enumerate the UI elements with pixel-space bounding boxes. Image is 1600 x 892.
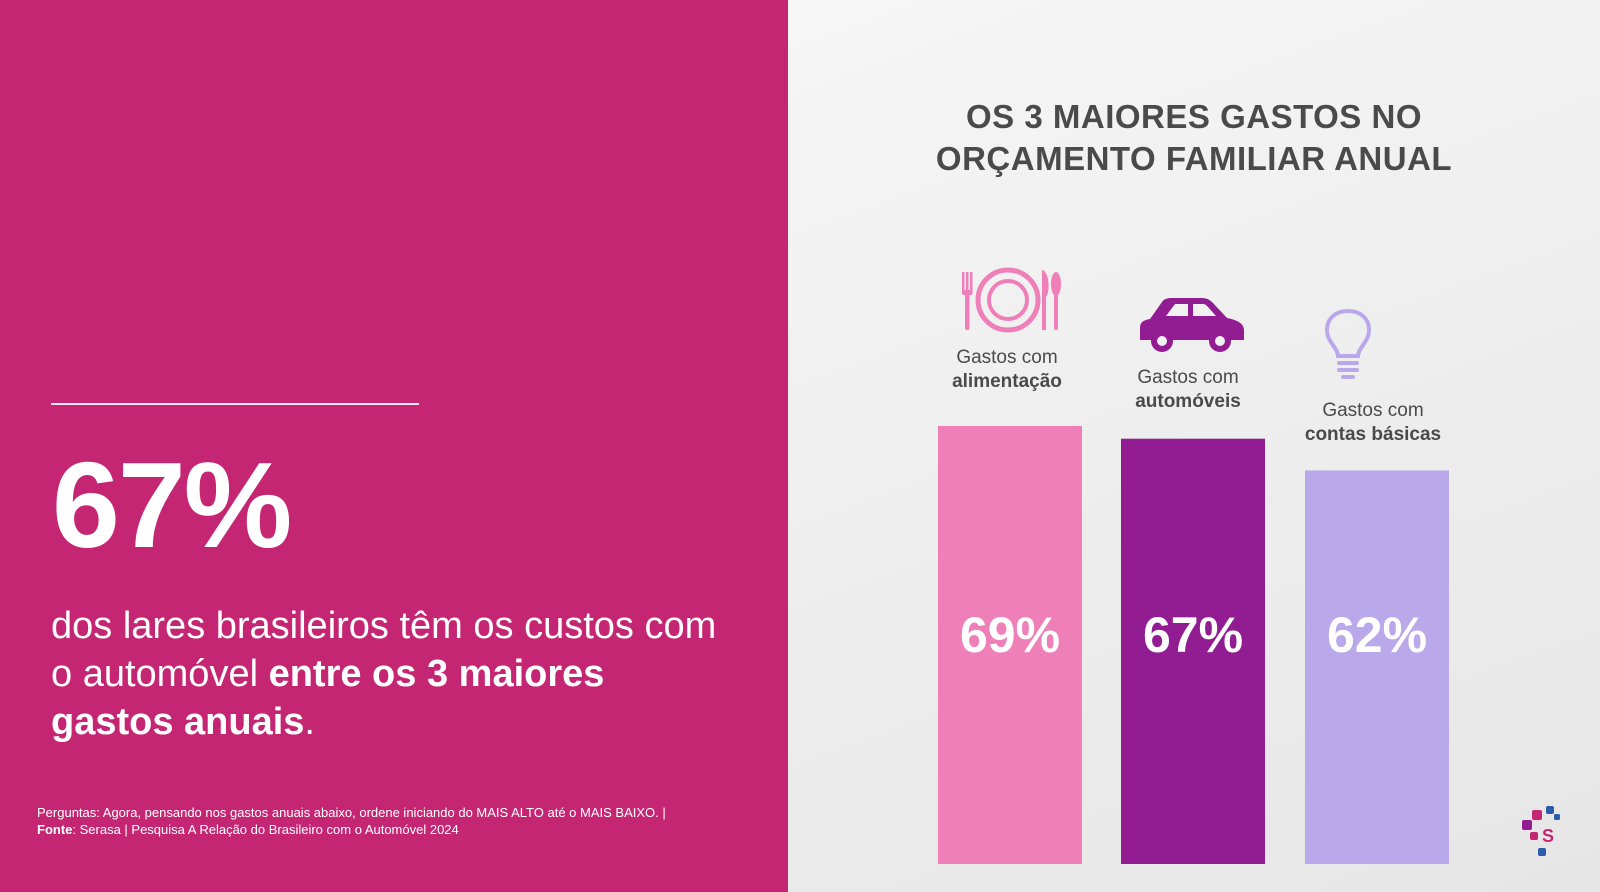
description-regular: dos lares brasileiros têm os custos com … xyxy=(51,605,717,695)
description-bold: entre os 3 maiores gastos anuais xyxy=(51,653,605,743)
headline-stat: 67% xyxy=(52,437,292,573)
category-prefix: Gastos com xyxy=(1137,367,1239,388)
bar-chart: 69% 67% 62% xyxy=(938,426,1449,864)
lightbulb-icon xyxy=(1324,308,1372,379)
category-label-alimentacao: Gastos com alimentação xyxy=(907,346,1107,394)
headline-description: dos lares brasileiros têm os custos com … xyxy=(51,602,731,746)
footnote: Perguntas: Agora, pensando nos gastos an… xyxy=(37,804,777,838)
category-name: alimentação xyxy=(952,371,1062,392)
chart-title: OS 3 MAIORES GASTOS NO ORÇAMENTO FAMILIA… xyxy=(788,96,1600,180)
category-prefix: Gastos com xyxy=(956,347,1058,368)
description-end: . xyxy=(304,701,315,743)
category-label-automoveis: Gastos com automóveis xyxy=(1088,366,1288,414)
category-label-contas: Gastos com contas básicas xyxy=(1273,399,1473,447)
bar-contas xyxy=(1305,470,1449,864)
divider-line xyxy=(51,403,419,405)
category-name: contas básicas xyxy=(1304,424,1442,445)
left-panel: 67% dos lares brasileiros têm os custos … xyxy=(0,0,788,892)
serasa-logo: S xyxy=(1522,806,1560,856)
footnote-question: Perguntas: Agora, pensando nos gastos an… xyxy=(37,805,666,820)
chart-title-line-2: ORÇAMENTO FAMILIAR ANUAL xyxy=(935,140,1453,177)
bar-alimentacao xyxy=(938,426,1082,864)
footnote-source-label: Fonte xyxy=(37,822,73,837)
fork-plate-knife-icon xyxy=(962,267,1061,333)
bar-automoveis xyxy=(1121,438,1265,864)
bar-alimentacao-value-label: 69% xyxy=(960,607,1060,663)
car-icon xyxy=(1140,298,1244,352)
bar-automoveis-value-label: 67% xyxy=(1143,607,1243,663)
chart-panel: OS 3 MAIORES GASTOS NO ORÇAMENTO FAMILIA… xyxy=(788,0,1600,892)
footnote-source-text: : Serasa | Pesquisa A Relação do Brasile… xyxy=(72,822,459,837)
category-prefix: Gastos com xyxy=(1322,400,1424,421)
category-name: automóveis xyxy=(1135,391,1241,412)
chart-title-line-1: OS 3 MAIORES GASTOS NO xyxy=(966,98,1422,135)
svg-text:S: S xyxy=(1542,826,1554,846)
bar-contas-value-label: 62% xyxy=(1327,607,1427,663)
